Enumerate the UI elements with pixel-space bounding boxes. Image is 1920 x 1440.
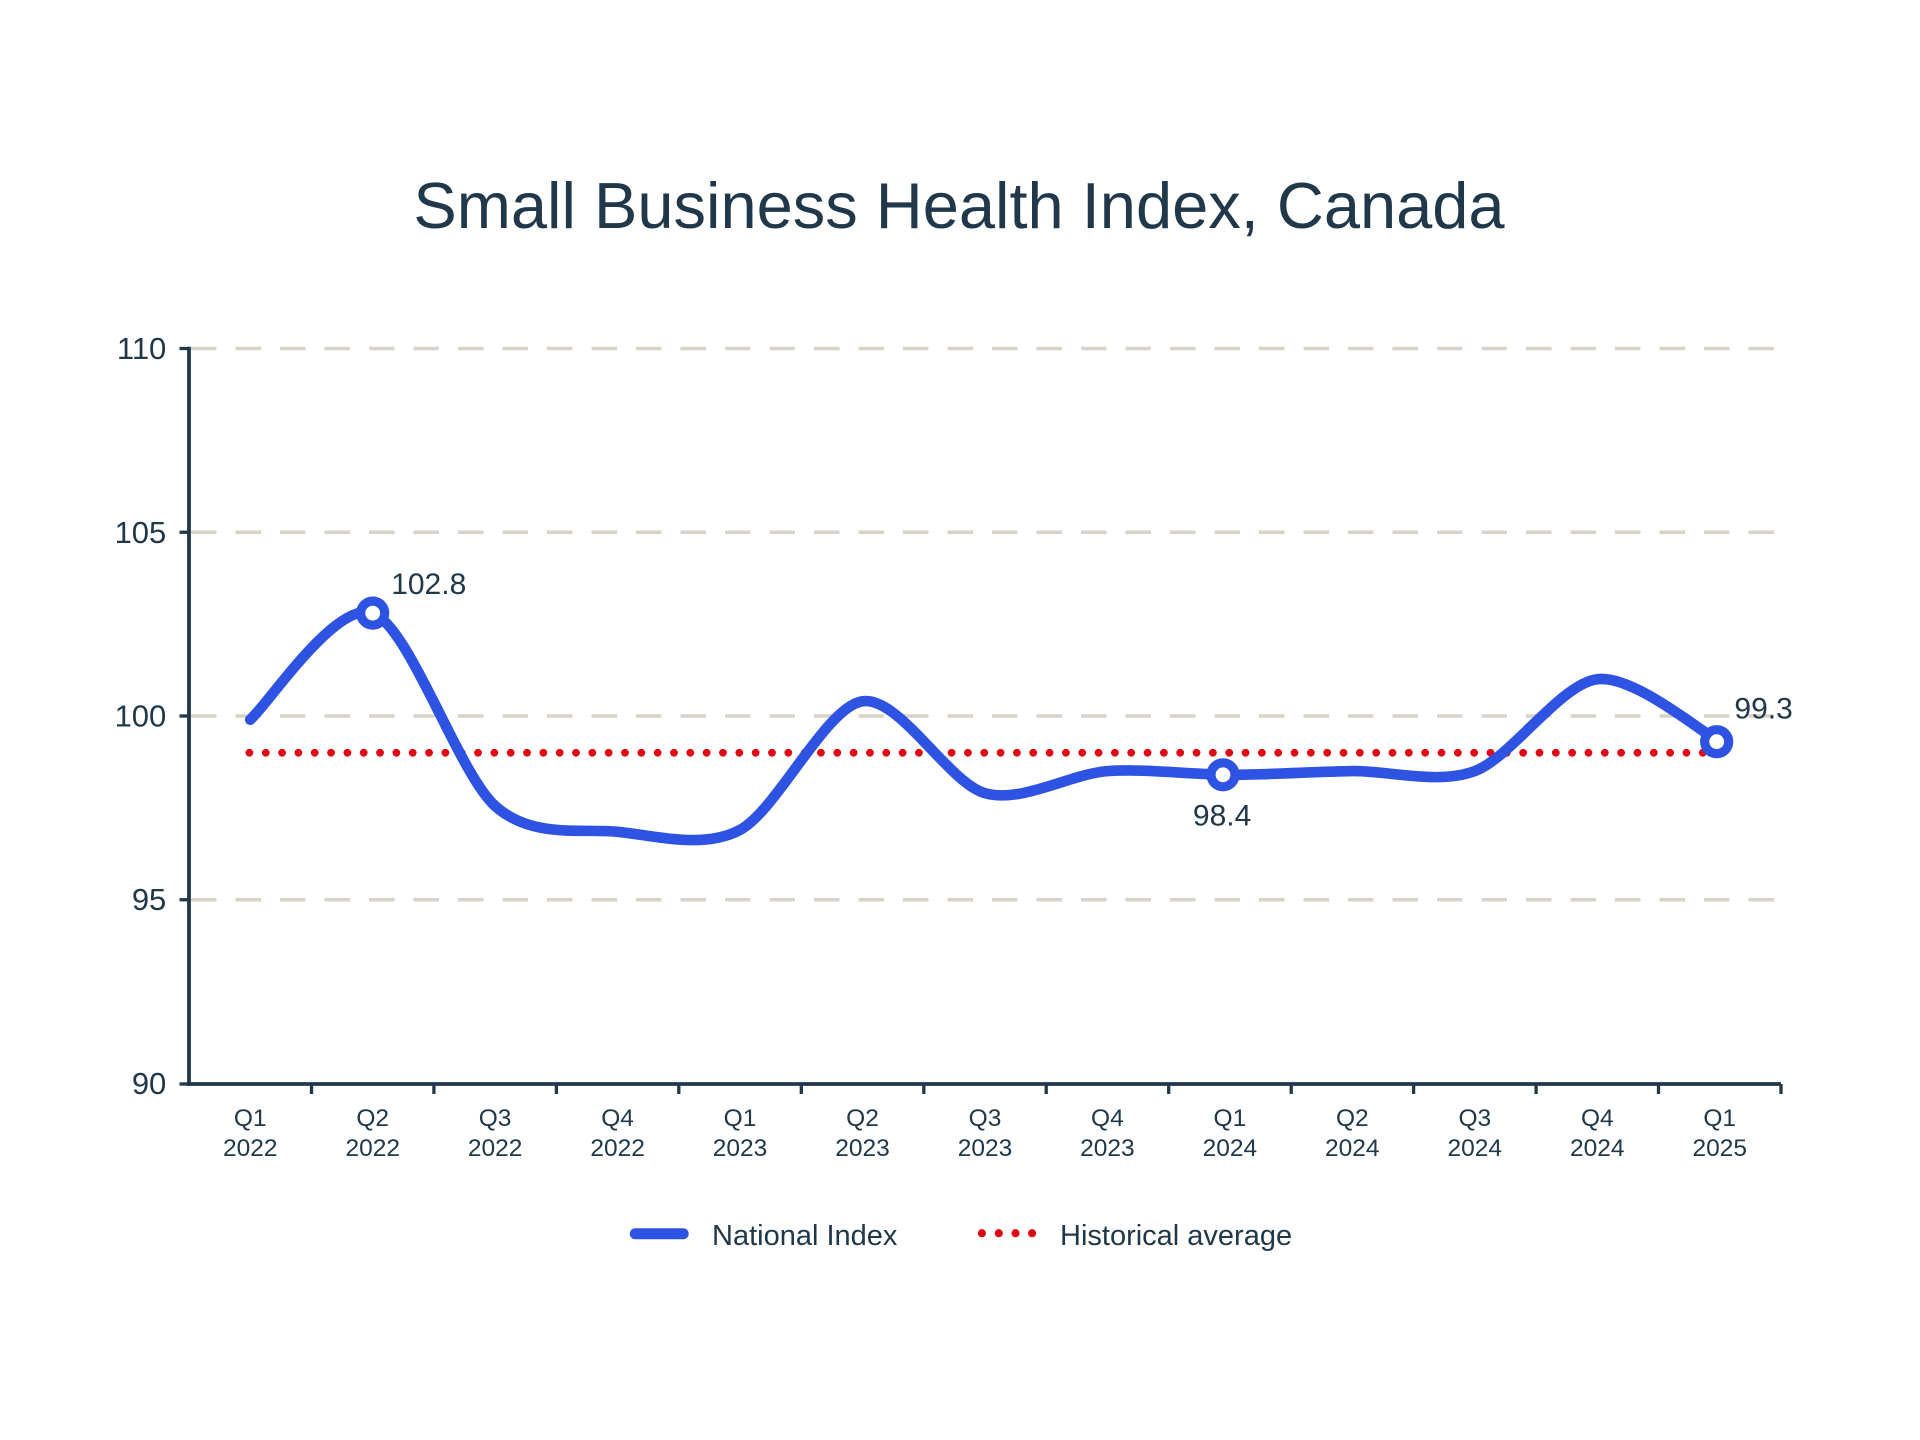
svg-text:2023: 2023 [713, 1135, 768, 1162]
svg-text:Q3: Q3 [1458, 1105, 1491, 1132]
svg-text:100: 100 [115, 699, 167, 734]
svg-text:Q1: Q1 [1703, 1105, 1736, 1132]
svg-text:105: 105 [115, 515, 167, 550]
svg-text:102.8: 102.8 [391, 568, 466, 601]
svg-text:98.4: 98.4 [1193, 800, 1251, 833]
svg-text:Q1: Q1 [234, 1105, 267, 1132]
svg-text:2022: 2022 [345, 1135, 400, 1162]
svg-text:2024: 2024 [1203, 1135, 1258, 1162]
svg-text:2022: 2022 [223, 1135, 278, 1162]
svg-text:Q1: Q1 [1214, 1105, 1247, 1132]
svg-text:Q4: Q4 [1091, 1105, 1124, 1132]
svg-text:90: 90 [132, 1066, 166, 1101]
svg-text:Q3: Q3 [969, 1105, 1002, 1132]
svg-text:2024: 2024 [1325, 1135, 1380, 1162]
svg-text:2025: 2025 [1692, 1135, 1747, 1162]
svg-text:Q4: Q4 [601, 1105, 634, 1132]
svg-text:Q1: Q1 [724, 1105, 757, 1132]
svg-text:2023: 2023 [1080, 1135, 1135, 1162]
svg-text:99.3: 99.3 [1734, 692, 1792, 725]
svg-text:Q4: Q4 [1581, 1105, 1614, 1132]
svg-text:Q3: Q3 [479, 1105, 512, 1132]
svg-text:National Index: National Index [712, 1220, 898, 1252]
svg-text:2024: 2024 [1570, 1135, 1625, 1162]
svg-text:2022: 2022 [590, 1135, 645, 1162]
svg-text:2023: 2023 [958, 1135, 1013, 1162]
svg-text:Q2: Q2 [1336, 1105, 1369, 1132]
svg-text:Q2: Q2 [356, 1105, 389, 1132]
svg-text:2024: 2024 [1448, 1135, 1503, 1162]
svg-text:Q2: Q2 [846, 1105, 879, 1132]
svg-text:Small Business Health Index, C: Small Business Health Index, Canada [413, 169, 1505, 242]
svg-text:2023: 2023 [835, 1135, 890, 1162]
svg-text:95: 95 [132, 882, 166, 917]
svg-text:2022: 2022 [468, 1135, 523, 1162]
svg-text:110: 110 [117, 331, 166, 366]
svg-text:Historical average: Historical average [1060, 1220, 1292, 1252]
